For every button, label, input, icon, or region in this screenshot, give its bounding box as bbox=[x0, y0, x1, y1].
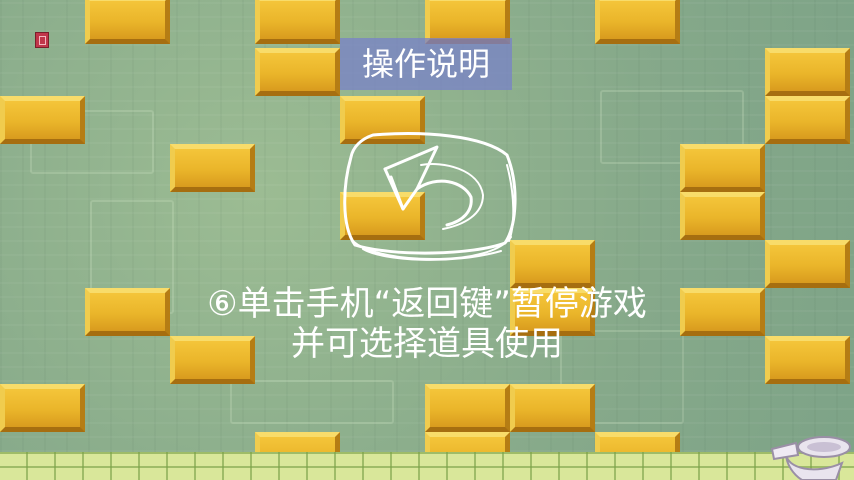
gift-icon[interactable] bbox=[35, 32, 49, 48]
instruction-line-1: ⑥单击手机“返回键”暂停游戏 bbox=[207, 284, 647, 324]
instruction-line-2: 并可选择道具使用 bbox=[291, 324, 563, 364]
brick bbox=[595, 0, 680, 44]
title-background bbox=[340, 38, 512, 90]
brick bbox=[0, 384, 85, 432]
brick bbox=[255, 0, 340, 44]
brick bbox=[425, 384, 510, 432]
brick bbox=[765, 48, 850, 96]
brick bbox=[680, 288, 765, 336]
brick bbox=[765, 336, 850, 384]
brick bbox=[510, 384, 595, 432]
brick bbox=[510, 288, 595, 336]
brick bbox=[170, 336, 255, 384]
brick bbox=[765, 240, 850, 288]
brick bbox=[85, 0, 170, 44]
circuit-trace bbox=[600, 90, 744, 164]
brick bbox=[255, 48, 340, 96]
back-key-icon bbox=[343, 132, 517, 261]
brick bbox=[85, 288, 170, 336]
brick bbox=[0, 96, 85, 144]
brick bbox=[340, 96, 425, 144]
brick bbox=[765, 96, 850, 144]
brick bbox=[425, 0, 510, 44]
brick bbox=[680, 192, 765, 240]
brick bbox=[170, 144, 255, 192]
floor-tiles bbox=[0, 452, 854, 480]
circuit-trace bbox=[230, 380, 394, 424]
brick bbox=[680, 144, 765, 192]
page-title: 操作说明 bbox=[361, 45, 490, 83]
circuit-trace bbox=[560, 330, 684, 424]
toilet-icon bbox=[770, 436, 851, 480]
brick bbox=[510, 240, 595, 288]
